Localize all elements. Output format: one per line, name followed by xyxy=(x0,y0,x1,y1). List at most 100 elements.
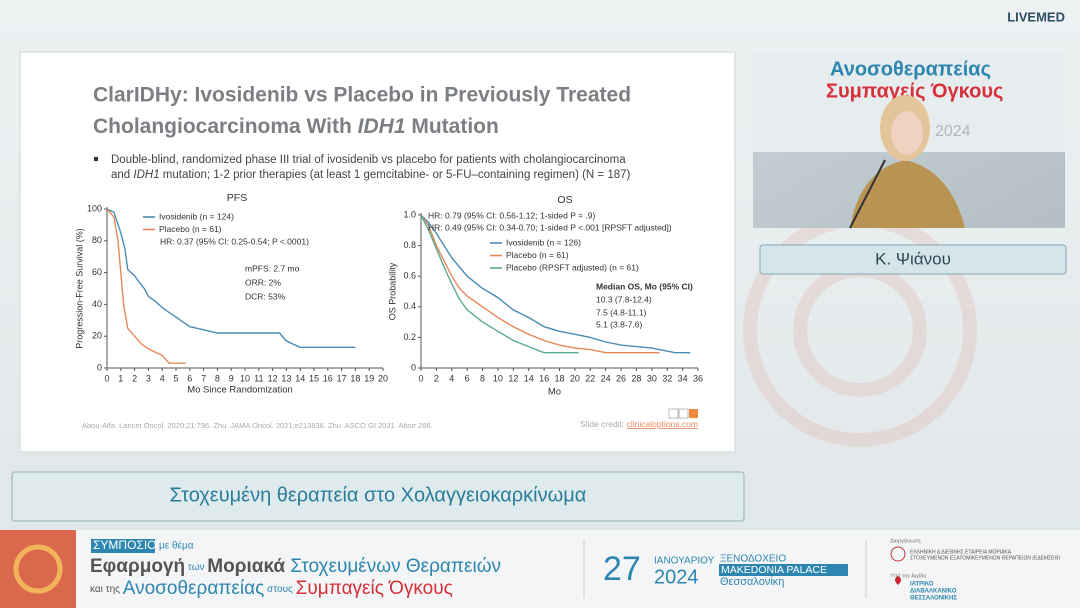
x-tick-label: 18 xyxy=(350,373,360,383)
slide-title: Cholangiocarcinoma With IDH1 Mutation xyxy=(93,115,499,138)
topic: με θέμα xyxy=(159,540,194,552)
banner-art xyxy=(0,530,76,608)
legend-label: Placebo (RPSFT adjusted) (n = 61) xyxy=(506,262,639,272)
bullet-part: and xyxy=(111,169,133,181)
x-tick-label: 8 xyxy=(480,373,485,383)
auspices: ΔΙΑΒΑΛΚΑΝΙΚΟ xyxy=(910,589,957,595)
speaker-face xyxy=(891,111,923,155)
y-tick-label: 0 xyxy=(411,362,416,372)
annotation: DCR: 53% xyxy=(245,291,286,301)
x-tick-label: 3 xyxy=(146,373,151,383)
auspices: ΘΕΣΣΑΛΟΝΙΚΗΣ xyxy=(910,596,957,602)
y-tick-label: 0.6 xyxy=(403,271,416,281)
survival-curve xyxy=(106,208,186,364)
legend-label: Placebo (n = 61) xyxy=(159,224,222,234)
caption-bar xyxy=(11,471,745,522)
slide: ClarIDHy: Ivosidenib vs Placebo in Previ… xyxy=(19,51,736,453)
banner-part: Εφαρμογή xyxy=(90,556,185,577)
organizer-logo xyxy=(890,546,906,562)
annotation: 10.3 (7.8-12.4) xyxy=(596,294,652,304)
caption: Στοχευμένη θεραπεία στο Χολαγγειοκαρκίνω… xyxy=(170,484,587,506)
x-tick-label: 34 xyxy=(678,373,688,383)
x-tick-label: 20 xyxy=(378,373,388,383)
annotation: 5.1 (3.8-7.6) xyxy=(596,319,642,329)
date-day: 27 xyxy=(603,550,641,588)
y-tick-label: 1.0 xyxy=(403,209,416,219)
x-tick-label: 19 xyxy=(364,373,374,383)
banner-line: Εφαρμογή των Μοριακά Στοχευμένων Θεραπει… xyxy=(90,556,501,577)
symposium: ΣΥΜΠΟΣΙΟ xyxy=(93,538,157,552)
title-part: Mutation xyxy=(406,115,499,138)
annotation: mPFS: 2.7 mo xyxy=(245,263,300,273)
speaker-body xyxy=(850,160,965,228)
x-tick-label: 22 xyxy=(585,373,595,383)
venue: MAKEDONIA PALACE xyxy=(721,564,827,576)
y-axis-label: Progression-Free Survival (%) xyxy=(74,228,84,349)
x-tick-label: 30 xyxy=(647,373,657,383)
y-tick-label: 0.2 xyxy=(403,332,416,342)
auspices-label: Υπό την Αιγίδα xyxy=(890,572,927,579)
cco-logo xyxy=(668,408,698,419)
brand: LIVEMED xyxy=(1007,9,1065,24)
x-tick-label: 16 xyxy=(539,373,549,383)
title-part: IDH1 xyxy=(358,115,406,138)
x-tick-label: 12 xyxy=(268,373,278,383)
x-tick-label: 10 xyxy=(493,373,503,383)
x-tick-label: 24 xyxy=(601,373,611,383)
banner-part: Συμπαγείς Όγκους xyxy=(296,578,453,599)
survival-curve xyxy=(420,214,691,354)
x-tick-label: 8 xyxy=(215,373,220,383)
banner-part: Μοριακά xyxy=(207,556,285,577)
y-tick-label: 20 xyxy=(92,331,102,341)
y-tick-label: 40 xyxy=(92,299,102,309)
credit-label: Slide credit: xyxy=(580,419,627,429)
banner-part: και της xyxy=(90,584,123,595)
y-tick-label: 80 xyxy=(92,235,102,245)
backdrop-text: 2024 xyxy=(935,123,971,140)
banner-part: Ανοσοθεραπείας xyxy=(123,578,264,599)
x-tick-label: 4 xyxy=(449,373,454,383)
x-tick-label: 16 xyxy=(323,373,333,383)
credit-link: clinicaloptions.com xyxy=(627,419,698,429)
bullet-part: mutation; 1-2 prior therapies (at least … xyxy=(160,169,631,181)
x-tick-label: 12 xyxy=(508,373,518,383)
bullet-text: and IDH1 mutation; 1-2 prior therapies (… xyxy=(111,169,631,181)
y-tick-label: 100 xyxy=(87,203,102,213)
date-month: ΙΑΝΟΥΑΡΙΟΥ xyxy=(654,556,715,567)
x-tick-label: 9 xyxy=(229,373,234,383)
annotation: HR: 0.49 (95% CI: 0.34-0.70; 1-sided P <… xyxy=(428,222,672,232)
x-tick-label: 14 xyxy=(524,373,534,383)
banner-part: των xyxy=(185,562,207,573)
x-tick-label: 6 xyxy=(187,373,192,383)
x-tick-label: 2 xyxy=(434,373,439,383)
auspices: ΙΑΤΡΙΚΟ xyxy=(910,582,934,588)
annotation: HR: 0.79 (95% CI: 0.56-1.12; 1-sided P =… xyxy=(428,210,596,220)
organizer: ΣΤΟΧΕΥΜΕΝΩΝ ΕΞΑΤΟΜΙΚΕΥΜΕΝΩΝ ΘΕΡΑΠΕΙΩΝ (Ε… xyxy=(910,555,1060,561)
x-tick-label: 6 xyxy=(465,373,470,383)
x-tick-label: 17 xyxy=(337,373,347,383)
bullet-part: IDH1 xyxy=(133,169,159,181)
event-banner: ΣΥΜΠΟΣΙΟ με θέμα Εφαρμογή των Μοριακά Στ… xyxy=(0,530,1080,608)
speaker-bar xyxy=(759,244,1067,275)
auspices-logo xyxy=(895,576,901,585)
x-tick-label: 0 xyxy=(104,373,109,383)
y-tick-label: 60 xyxy=(92,267,102,277)
y-tick-label: 0.4 xyxy=(403,301,416,311)
venue: Θεσσαλονίκη xyxy=(720,576,784,588)
x-tick-label: 20 xyxy=(570,373,580,383)
slide-title: ClarIDHy: Ivosidenib vs Placebo in Previ… xyxy=(93,84,631,107)
x-tick-label: 13 xyxy=(281,373,291,383)
x-tick-label: 10 xyxy=(240,373,250,383)
survival-curve xyxy=(106,208,356,348)
x-axis-label: Mo xyxy=(548,387,561,398)
chart-title: PFS xyxy=(227,192,247,204)
banner-art xyxy=(13,544,63,594)
y-tick-label: 0.8 xyxy=(403,240,416,250)
symposium-tag xyxy=(91,539,155,553)
annotation: HR: 0.37 (95% CI: 0.25-0.54; P <.0001) xyxy=(160,236,309,246)
x-tick-label: 1 xyxy=(118,373,123,383)
x-tick-label: 11 xyxy=(254,373,263,383)
banner-bg xyxy=(0,530,1080,608)
